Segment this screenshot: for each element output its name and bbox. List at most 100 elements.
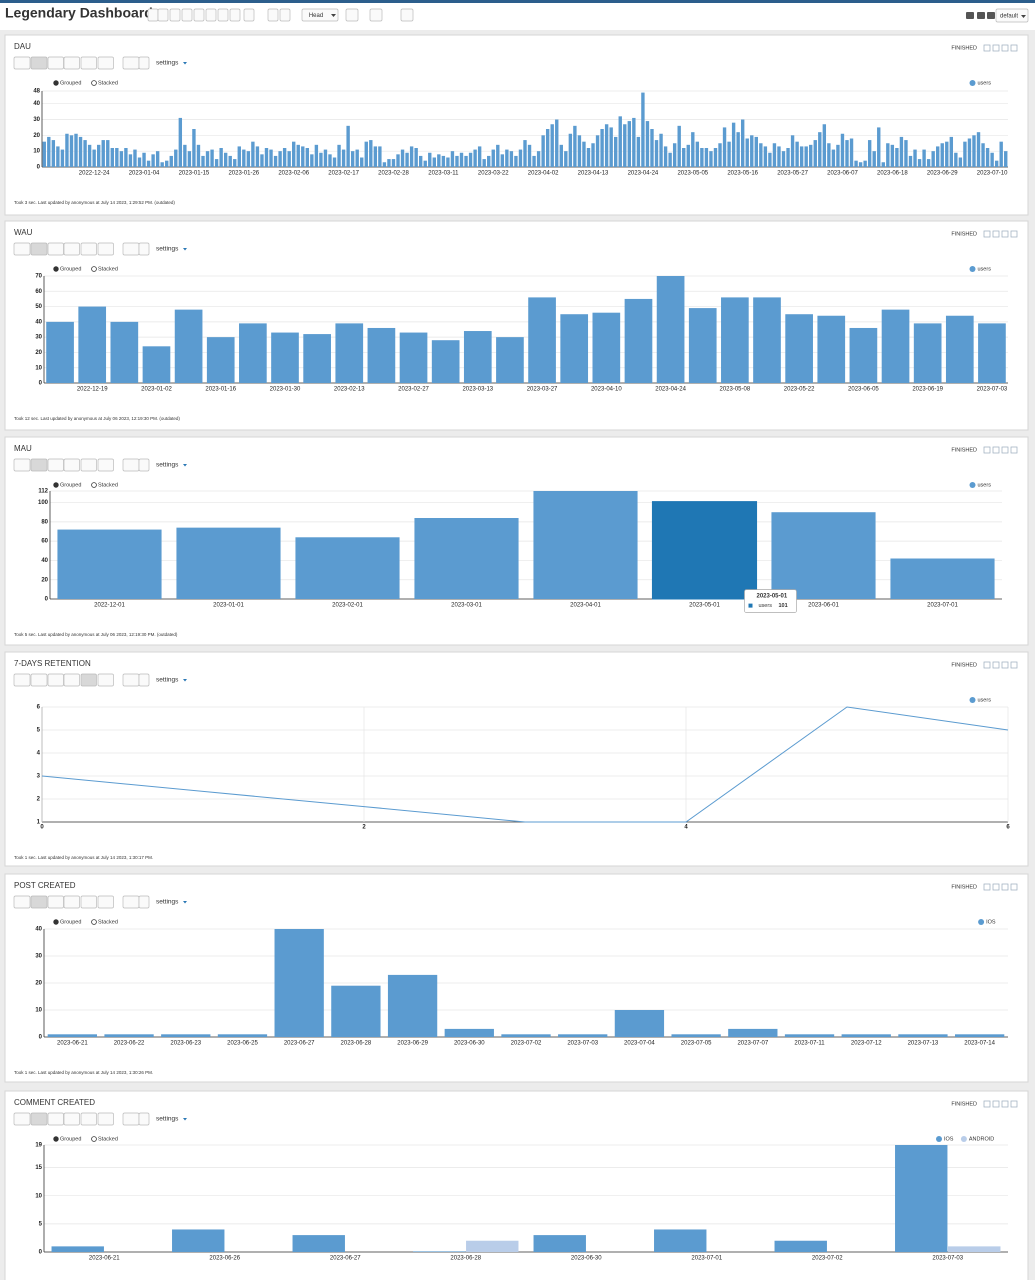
bar[interactable]: [260, 154, 264, 167]
bar[interactable]: [314, 144, 319, 167]
bar[interactable]: [106, 140, 110, 167]
bar[interactable]: [161, 1034, 211, 1037]
bar[interactable]: [917, 159, 922, 167]
bar[interactable]: [654, 140, 659, 167]
bar[interactable]: [331, 985, 381, 1037]
download-menu[interactable]: [138, 673, 150, 687]
bar[interactable]: [518, 149, 523, 167]
bar[interactable]: [124, 148, 128, 167]
bar[interactable]: [618, 116, 622, 167]
bar[interactable]: [278, 151, 282, 167]
bar[interactable]: [373, 146, 378, 167]
panel-icon[interactable]: [1001, 661, 1009, 669]
bar[interactable]: [47, 1034, 98, 1037]
toolbar-button[interactable]: [169, 8, 181, 22]
bar[interactable]: [753, 297, 781, 383]
bar[interactable]: [110, 148, 114, 167]
bar[interactable]: [104, 1034, 154, 1037]
bar[interactable]: [985, 148, 990, 167]
bar[interactable]: [804, 146, 808, 167]
bar[interactable]: [727, 141, 731, 167]
bar[interactable]: [645, 121, 650, 167]
bar[interactable]: [600, 129, 604, 167]
bar[interactable]: [728, 1028, 778, 1037]
bar[interactable]: [591, 143, 595, 167]
bar[interactable]: [822, 124, 827, 167]
bar[interactable]: [378, 146, 382, 167]
panel-icon[interactable]: [983, 1100, 991, 1108]
bar[interactable]: [759, 143, 763, 167]
bar[interactable]: [877, 127, 881, 167]
panel-icon[interactable]: [1001, 230, 1009, 238]
bar[interactable]: [654, 1229, 707, 1252]
bar[interactable]: [849, 327, 878, 383]
bar[interactable]: [413, 1251, 466, 1252]
bar[interactable]: [577, 135, 582, 167]
view-button[interactable]: [30, 673, 48, 687]
view-button[interactable]: [80, 895, 97, 909]
bar[interactable]: [178, 117, 183, 167]
bar[interactable]: [69, 135, 74, 167]
bar[interactable]: [364, 141, 368, 167]
bar[interactable]: [745, 138, 749, 168]
view-button[interactable]: [47, 242, 64, 256]
download-button[interactable]: [122, 56, 140, 70]
bar[interactable]: [292, 141, 296, 167]
bar[interactable]: [913, 149, 917, 167]
bar[interactable]: [978, 323, 1006, 383]
view-button[interactable]: [30, 242, 48, 256]
bar[interactable]: [1004, 151, 1008, 167]
bar[interactable]: [110, 321, 139, 383]
bar[interactable]: [142, 346, 171, 383]
bar[interactable]: [337, 144, 341, 167]
view-button[interactable]: [63, 458, 80, 472]
bar[interactable]: [205, 151, 210, 167]
bar[interactable]: [913, 323, 942, 383]
bar[interactable]: [387, 974, 438, 1037]
bar[interactable]: [42, 141, 46, 167]
bar[interactable]: [813, 140, 817, 167]
settings-link[interactable]: settings: [156, 1116, 179, 1123]
bar[interactable]: [899, 136, 904, 167]
bar[interactable]: [192, 129, 196, 167]
bar[interactable]: [396, 154, 400, 167]
radio-stacked[interactable]: [91, 80, 97, 86]
settings-link[interactable]: settings: [156, 677, 179, 684]
view-button[interactable]: [97, 895, 114, 909]
panel-icon[interactable]: [1010, 230, 1018, 238]
bar[interactable]: [446, 157, 450, 168]
bar[interactable]: [523, 140, 527, 167]
bar[interactable]: [310, 154, 314, 167]
bar[interactable]: [217, 1034, 268, 1037]
view-button[interactable]: [63, 1112, 80, 1126]
view-button[interactable]: [30, 56, 48, 70]
legend-dot[interactable]: [969, 482, 976, 488]
bar[interactable]: [682, 148, 686, 167]
bar[interactable]: [491, 149, 495, 167]
legend-dot[interactable]: [978, 919, 985, 925]
toolbar-button[interactable]: [193, 8, 205, 22]
legend-dot[interactable]: [969, 266, 976, 272]
view-button[interactable]: [63, 673, 80, 687]
bar[interactable]: [74, 133, 78, 167]
bar[interactable]: [831, 149, 836, 167]
bar[interactable]: [115, 148, 119, 167]
bar[interactable]: [92, 149, 96, 167]
bar[interactable]: [255, 146, 260, 167]
bar[interactable]: [768, 152, 772, 167]
view-button[interactable]: [47, 56, 64, 70]
settings-link[interactable]: settings: [156, 60, 179, 67]
bar[interactable]: [341, 149, 346, 167]
branch-select[interactable]: [301, 8, 339, 22]
radio-grouped[interactable]: [53, 1136, 59, 1142]
view-button[interactable]: [30, 1112, 48, 1126]
bar[interactable]: [172, 1229, 225, 1252]
bar[interactable]: [367, 327, 396, 383]
bar[interactable]: [890, 144, 895, 167]
bar[interactable]: [809, 144, 813, 167]
bar[interactable]: [771, 512, 876, 599]
bar[interactable]: [228, 155, 232, 167]
bar[interactable]: [201, 155, 205, 167]
panel-icon[interactable]: [1001, 44, 1009, 52]
bar[interactable]: [477, 146, 482, 167]
